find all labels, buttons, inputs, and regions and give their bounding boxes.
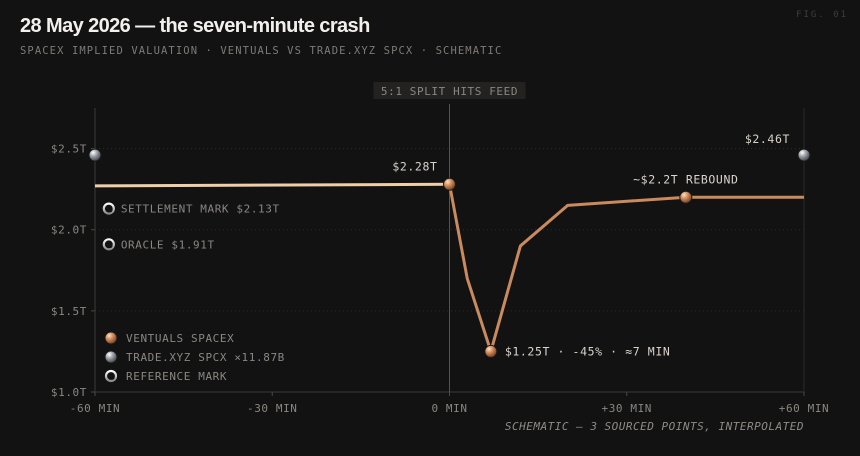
ventuals-marker xyxy=(443,177,456,191)
ventuals-line-precrash xyxy=(94,182,450,188)
legend-swatch-ventuals xyxy=(104,331,118,345)
trade-xyz-marker-label: $2.46T xyxy=(745,132,790,146)
x-tick-label: -60 MIN xyxy=(70,402,121,415)
trade-xyz-marker xyxy=(797,148,811,162)
reference-ring xyxy=(102,202,115,215)
x-tick-label: +60 MIN xyxy=(779,402,830,415)
reference-mark-label: SETTLEMENT MARK $2.13T xyxy=(121,203,280,216)
ventuals-marker-label: $2.28T xyxy=(392,159,437,173)
event-label-box xyxy=(373,82,526,99)
reference-ring-core xyxy=(108,207,113,213)
chart-title: 28 May 2026 — the seven-minute crash xyxy=(20,15,370,37)
event-label: 5:1 SPLIT HITS FEED xyxy=(381,85,518,98)
chart-subtitle: SPACEX IMPLIED VALUATION · VENTUALS VS T… xyxy=(20,45,503,57)
legend-label: VENTUALS SPACEX xyxy=(126,332,234,345)
reference-ring xyxy=(104,369,118,383)
x-tick-label: +30 MIN xyxy=(601,402,652,415)
ventuals-marker xyxy=(679,190,693,204)
ventuals-marker-label: $1.25T · -45% · ≈7 MIN xyxy=(505,344,671,358)
reference-mark-label: ORACLE $1.91T xyxy=(121,238,215,251)
y-tick-label: $1.5T xyxy=(51,305,87,318)
ventuals-marker xyxy=(484,344,498,358)
reference-ring-core xyxy=(108,243,113,249)
legend-swatch-trade_xyz xyxy=(104,350,118,364)
y-tick-label: $1.0T xyxy=(51,386,87,399)
chart-footnote: SCHEMATIC — 3 SOURCED POINTS, INTERPOLAT… xyxy=(505,420,804,433)
x-tick-label: 0 MIN xyxy=(431,402,467,415)
legend-label: REFERENCE MARK xyxy=(126,370,227,383)
reference-ring xyxy=(102,238,115,251)
y-tick-label: $2.0T xyxy=(51,224,87,237)
y-tick-label: $2.5T xyxy=(51,143,87,156)
reference-ring-core xyxy=(110,375,115,380)
figure-label: FIG. 01 xyxy=(796,10,848,20)
ventuals-marker-label: ~$2.2T REBOUND xyxy=(633,172,738,186)
legend-label: TRADE.XYZ SPCX ×11.87B xyxy=(126,351,285,364)
legend-swatch-reference xyxy=(104,369,118,383)
x-tick-label: -30 MIN xyxy=(247,402,298,415)
trade-xyz-marker xyxy=(88,148,102,162)
reference-mark xyxy=(102,202,115,215)
ventuals-line-crash xyxy=(448,183,804,353)
reference-mark xyxy=(102,238,115,251)
